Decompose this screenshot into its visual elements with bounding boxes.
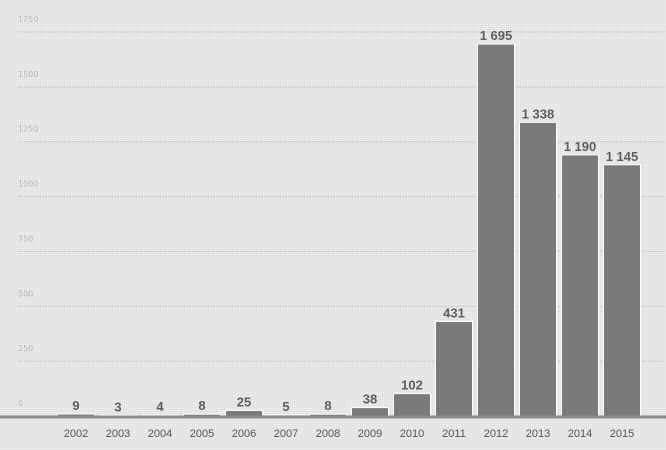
- value-label: 8: [198, 398, 205, 413]
- bar-2011: [435, 320, 473, 417]
- x-axis-ticks: 2002 2003 2004 2005 2006 2007 2008 2009 2010 2011…: [64, 428, 634, 440]
- value-label: 9: [72, 398, 79, 413]
- x-tick-label: 2002: [64, 428, 88, 440]
- value-label: 5: [282, 399, 289, 414]
- value-label: 1 338: [522, 106, 555, 121]
- x-tick-label: 2003: [106, 428, 130, 440]
- x-tick-label: 2013: [526, 428, 550, 440]
- value-label: 102: [401, 378, 423, 393]
- y-tick-label: 500: [18, 289, 33, 298]
- y-tick-label: 1000: [18, 180, 38, 189]
- y-tick-label: 750: [18, 234, 33, 243]
- bar-2006: [225, 410, 263, 417]
- x-tick-label: 2012: [484, 428, 508, 440]
- bar-2013: [519, 121, 557, 417]
- value-label: 8: [324, 398, 331, 413]
- value-label: 38: [363, 392, 377, 407]
- x-tick-label: 2005: [190, 428, 214, 440]
- value-label: 431: [443, 305, 465, 320]
- value-label: 1 695: [480, 28, 513, 43]
- x-tick-label: 2008: [316, 428, 340, 440]
- bar-2015: [603, 164, 641, 417]
- y-tick-label: 1250: [18, 125, 38, 134]
- x-tick-label: 2014: [568, 428, 592, 440]
- bar-2012: [477, 43, 515, 417]
- y-tick-label: 1750: [18, 15, 38, 24]
- bar-2010: [393, 393, 431, 417]
- value-label: 1 145: [606, 149, 639, 164]
- y-tick-label: 250: [18, 344, 33, 353]
- value-label: 1 190: [564, 139, 597, 154]
- value-label: 25: [237, 395, 251, 410]
- bar-2014: [561, 154, 599, 417]
- value-labels: 9 3 4 8 25 5 8 38 102 431 1 695 1 338 1 190 1 145: [72, 28, 638, 414]
- value-label: 4: [156, 399, 164, 414]
- x-tick-label: 2006: [232, 428, 256, 440]
- bars: [57, 43, 641, 417]
- y-tick-label: 0: [18, 399, 23, 408]
- x-tick-label: 2004: [148, 428, 172, 440]
- x-tick-label: 2007: [274, 428, 298, 440]
- x-tick-label: 2009: [358, 428, 382, 440]
- bar-2009: [351, 407, 389, 417]
- y-tick-label: 1500: [18, 70, 38, 79]
- x-tick-label: 2011: [442, 428, 466, 440]
- x-tick-label: 2010: [400, 428, 424, 440]
- value-label: 3: [114, 399, 121, 414]
- y-axis-ticks: 0 250 500 750 1000 1250 1500 1750: [18, 15, 38, 408]
- grid-lines: [18, 31, 666, 362]
- x-tick-label: 2015: [610, 428, 634, 440]
